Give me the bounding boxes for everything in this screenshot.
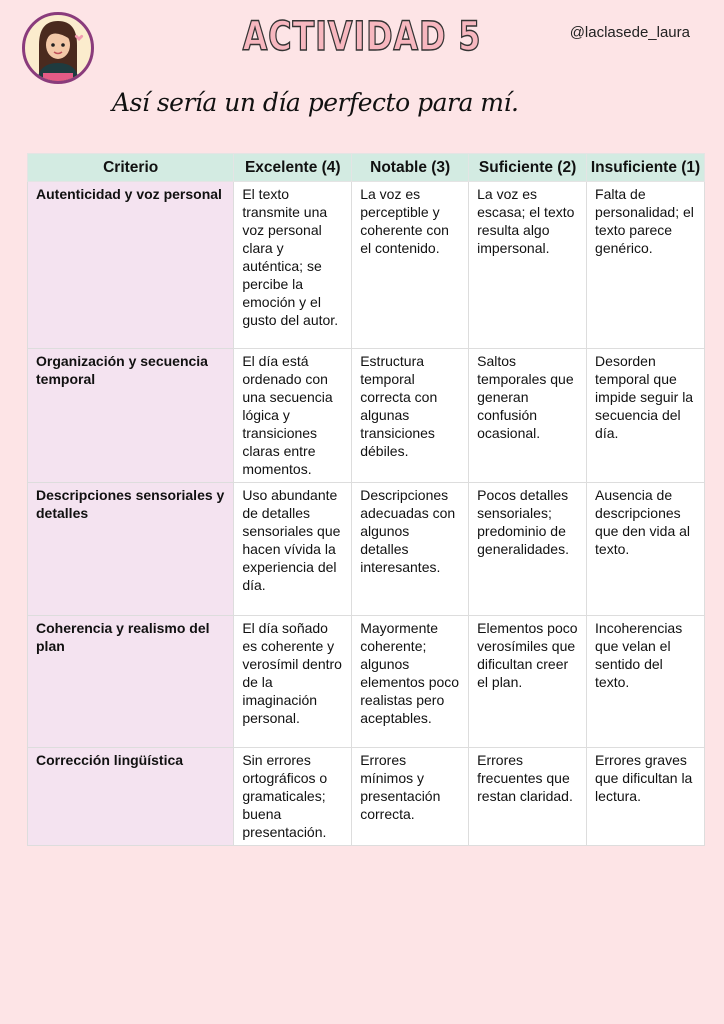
- criterion-cell: Organización y secuencia temporal: [26, 348, 235, 483]
- table-row: Organización y secuencia temporal El día…: [26, 348, 705, 483]
- page-title: ACTIVIDAD 5: [242, 13, 482, 61]
- rubric-table: Criterio Excelente (4) Notable (3) Sufic…: [26, 153, 705, 846]
- table-cell: Errores frecuentes que restan claridad.: [468, 747, 588, 846]
- table-row: Autenticidad y voz personal El texto tra…: [26, 181, 705, 349]
- table-cell: Descripciones adecuadas con algunos deta…: [351, 482, 470, 616]
- table-cell: Pocos detalles sensoriales; predominio d…: [468, 482, 588, 616]
- column-header: Criterio: [26, 153, 235, 182]
- table-cell: Saltos temporales que generan confusión …: [468, 348, 588, 483]
- table-cell: El día está ordenado con una secuencia l…: [233, 348, 353, 483]
- criterion-cell: Autenticidad y voz personal: [26, 181, 235, 349]
- criterion-cell: Descripciones sensoriales y detalles: [26, 482, 235, 616]
- table-cell: Falta de personalidad; el texto parece g…: [586, 181, 705, 349]
- teacher-illustration-icon: [37, 21, 84, 81]
- subtitle: Así sería un día perfecto para mí.: [112, 88, 519, 117]
- table-cell: Mayormente coherente; algunos elementos …: [351, 615, 470, 748]
- table-cell: Sin errores ortográficos o gramaticales;…: [233, 747, 353, 846]
- criterion-cell: Coherencia y realismo del plan: [26, 615, 235, 748]
- table-cell: El texto transmite una voz personal clar…: [233, 181, 353, 349]
- table-cell: Errores mínimos y presentación correcta.: [351, 747, 470, 846]
- table-row: Descripciones sensoriales y detalles Uso…: [26, 482, 705, 616]
- table-row: Coherencia y realismo del plan El día so…: [26, 615, 705, 748]
- table-cell: Incoherencias que velan el sentido del t…: [586, 615, 705, 748]
- column-header: Notable (3): [351, 153, 470, 182]
- table-cell: Uso abundante de detalles sensoriales qu…: [233, 482, 353, 616]
- avatar: [22, 12, 94, 84]
- table-cell: Estructura temporal correcta con algunas…: [351, 348, 470, 483]
- column-header: Suficiente (2): [468, 153, 588, 182]
- table-cell: Errores graves que dificultan la lectura…: [586, 747, 705, 846]
- table-cell: Desorden temporal que impide seguir la s…: [586, 348, 705, 483]
- table-header-row: Criterio Excelente (4) Notable (3) Sufic…: [26, 153, 705, 182]
- table-cell: El día soñado es coherente y verosímil d…: [233, 615, 353, 748]
- column-header: Excelente (4): [233, 153, 353, 182]
- author-handle: @laclasede_laura: [569, 24, 690, 41]
- criterion-cell: Corrección lingüística: [26, 747, 235, 846]
- table-cell: Elementos poco verosímiles que dificulta…: [468, 615, 588, 748]
- table-cell: La voz es perceptible y coherente con el…: [351, 181, 470, 349]
- table-cell: La voz es escasa; el texto resulta algo …: [468, 181, 588, 349]
- table-cell: Ausencia de descripciones que den vida a…: [586, 482, 705, 616]
- column-header: Insuficiente (1): [586, 153, 705, 182]
- table-row: Corrección lingüística Sin errores ortog…: [26, 747, 705, 846]
